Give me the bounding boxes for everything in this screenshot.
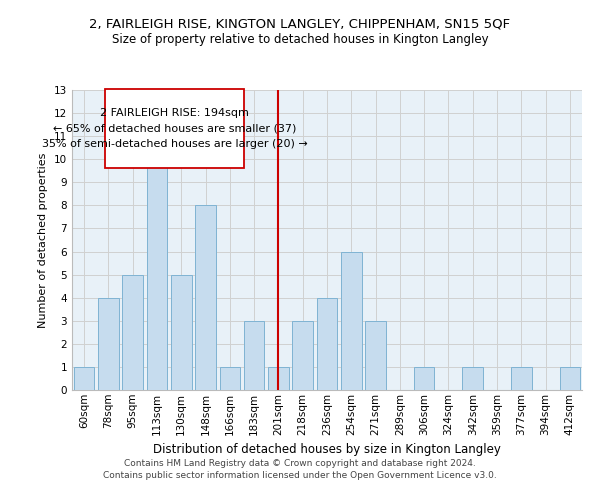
Bar xyxy=(511,367,532,390)
X-axis label: Distribution of detached houses by size in Kington Langley: Distribution of detached houses by size … xyxy=(153,443,501,456)
Bar xyxy=(292,321,313,390)
Bar xyxy=(122,274,143,390)
Text: 2, FAIRLEIGH RISE, KINGTON LANGLEY, CHIPPENHAM, SN15 5QF: 2, FAIRLEIGH RISE, KINGTON LANGLEY, CHIP… xyxy=(89,18,511,30)
Bar xyxy=(74,367,94,390)
Bar xyxy=(195,206,216,390)
Bar xyxy=(560,367,580,390)
Bar xyxy=(98,298,119,390)
Bar xyxy=(341,252,362,390)
Bar xyxy=(365,321,386,390)
Bar xyxy=(171,274,191,390)
Bar xyxy=(244,321,265,390)
Y-axis label: Number of detached properties: Number of detached properties xyxy=(38,152,49,328)
Text: Size of property relative to detached houses in Kington Langley: Size of property relative to detached ho… xyxy=(112,32,488,46)
FancyBboxPatch shape xyxy=(105,89,244,168)
Bar xyxy=(220,367,240,390)
Text: Contains HM Land Registry data © Crown copyright and database right 2024.
Contai: Contains HM Land Registry data © Crown c… xyxy=(103,458,497,480)
Bar xyxy=(146,136,167,390)
Bar xyxy=(463,367,483,390)
Bar xyxy=(268,367,289,390)
Bar xyxy=(317,298,337,390)
Bar xyxy=(414,367,434,390)
Text: 2 FAIRLEIGH RISE: 194sqm
← 65% of detached houses are smaller (37)
35% of semi-d: 2 FAIRLEIGH RISE: 194sqm ← 65% of detach… xyxy=(42,108,307,150)
